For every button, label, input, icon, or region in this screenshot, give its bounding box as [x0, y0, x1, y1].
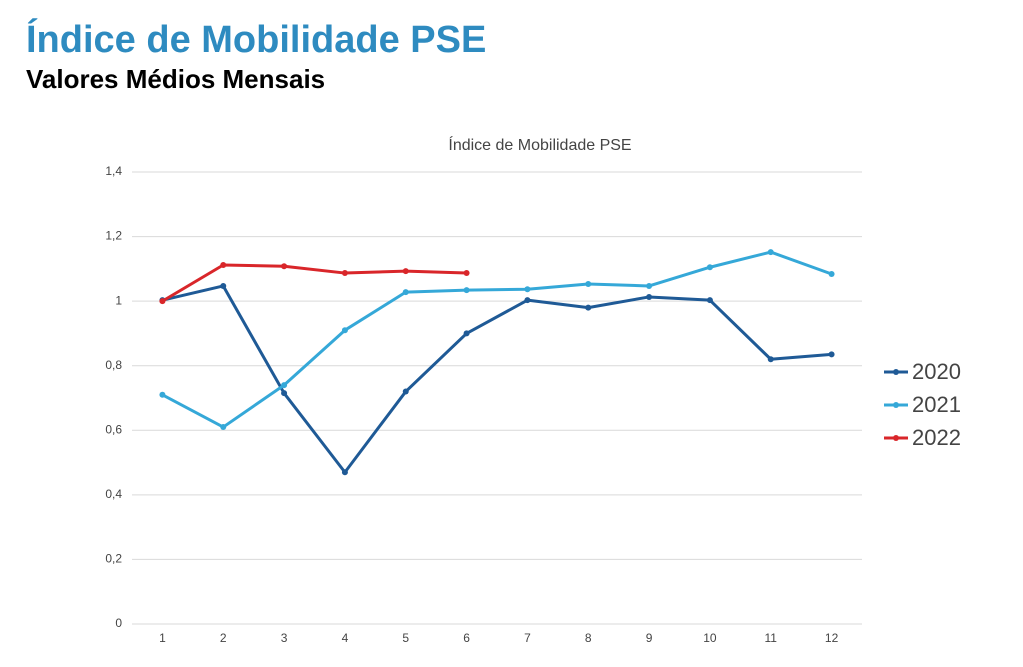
chart-title: Índice de Mobilidade PSE [448, 135, 631, 154]
series-line [161, 263, 467, 303]
page-title: Índice de Mobilidade PSE [26, 17, 486, 61]
data-point [402, 289, 409, 296]
data-point [646, 282, 653, 289]
legend-dot [893, 402, 899, 408]
legend-label: 2022 [912, 425, 961, 450]
data-point [463, 270, 470, 277]
x-tick-label: 12 [825, 631, 839, 645]
data-point [402, 268, 409, 275]
data-point [281, 390, 288, 397]
data-point [828, 351, 835, 358]
y-tick-label: 0,8 [105, 358, 122, 372]
data-point [646, 293, 653, 300]
x-tick-label: 7 [524, 631, 531, 645]
data-point [828, 271, 835, 278]
data-point [706, 264, 713, 271]
legend-dot [893, 369, 899, 375]
y-tick-label: 0,6 [105, 422, 122, 436]
y-tick-label: 0 [115, 616, 122, 630]
data-point [220, 424, 227, 431]
data-point [463, 330, 470, 337]
x-tick-label: 2 [220, 631, 227, 645]
data-point [341, 270, 348, 277]
legend-dot [893, 435, 899, 441]
data-point [524, 297, 531, 304]
y-tick-label: 1 [115, 293, 122, 307]
data-point [341, 327, 348, 334]
x-tick-label: 8 [585, 631, 592, 645]
data-point [281, 382, 288, 389]
data-point [585, 304, 592, 311]
y-tick-label: 0,4 [105, 487, 122, 501]
data-point [220, 261, 227, 268]
data-point [220, 282, 227, 289]
x-tick-label: 10 [703, 631, 717, 645]
x-tick-label: 6 [463, 631, 470, 645]
y-tick-label: 1,4 [105, 164, 122, 178]
series-line [162, 284, 832, 474]
legend-label: 2021 [912, 392, 961, 417]
x-tick-label: 4 [342, 631, 349, 645]
legend-label: 2020 [912, 359, 961, 384]
x-tick-label: 9 [646, 631, 653, 645]
y-tick-label: 1,2 [105, 229, 122, 243]
data-point [159, 298, 166, 305]
data-point [706, 297, 713, 304]
y-tick-label: 0,2 [105, 552, 122, 566]
x-tick-label: 5 [402, 631, 409, 645]
series-line [161, 250, 833, 429]
x-tick-label: 1 [159, 631, 166, 645]
x-tick-label: 11 [765, 631, 778, 645]
data-point [281, 263, 288, 270]
data-point [341, 469, 348, 476]
data-point [402, 388, 409, 395]
data-point [463, 287, 470, 294]
data-point [767, 356, 774, 363]
x-tick-label: 3 [281, 631, 288, 645]
data-point [767, 249, 774, 256]
data-point [159, 391, 166, 398]
data-point [585, 281, 592, 288]
data-point [524, 286, 531, 293]
page-subtitle: Valores Médios Mensais [26, 64, 325, 94]
